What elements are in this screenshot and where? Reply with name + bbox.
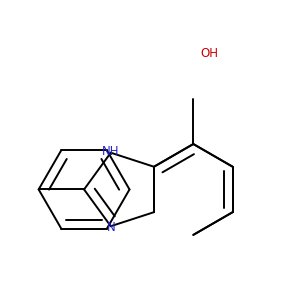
Text: N: N [106, 221, 115, 234]
Text: NH: NH [102, 145, 119, 158]
Text: OH: OH [200, 47, 218, 60]
